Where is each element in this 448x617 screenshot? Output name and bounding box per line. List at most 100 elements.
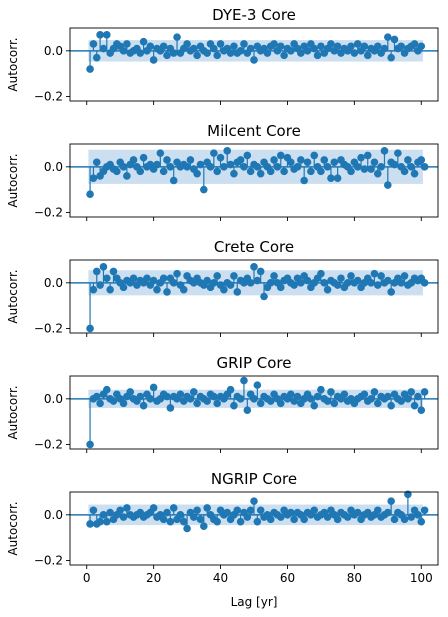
data-point [327, 388, 335, 396]
data-point [317, 269, 325, 278]
data-point [273, 163, 282, 171]
data-point [420, 388, 429, 396]
data-point [243, 406, 252, 415]
data-point [380, 147, 389, 155]
data-point [353, 276, 362, 285]
data-point [333, 174, 342, 183]
data-point [253, 276, 262, 285]
data-point [169, 176, 178, 185]
data-point [123, 504, 131, 512]
data-point [297, 279, 305, 287]
data-point [86, 190, 94, 198]
data-point [353, 40, 362, 48]
data-point [373, 169, 382, 178]
data-point [310, 506, 319, 515]
data-point [149, 383, 158, 392]
data-point [179, 285, 188, 294]
data-point [236, 517, 245, 526]
data-point [159, 515, 168, 524]
data-point [136, 49, 145, 57]
data-point [89, 174, 98, 183]
data-point [213, 517, 221, 526]
data-point [189, 513, 198, 521]
data-point [166, 404, 175, 412]
data-point [179, 517, 188, 526]
data-point [323, 513, 332, 521]
data-point [266, 397, 275, 405]
data-point [213, 399, 221, 408]
data-point [92, 267, 101, 276]
data-point [210, 44, 218, 53]
x-tick-label: 80 [347, 571, 362, 585]
panel-4: NGRIP Core 0.0 −0.2 0 20 40 60 80 100 Autocorr. [6, 470, 439, 585]
data-point [246, 44, 255, 53]
data-point [230, 169, 238, 178]
data-point [116, 506, 124, 515]
data-point [417, 42, 426, 51]
data-point [236, 156, 245, 164]
data-point [407, 388, 416, 396]
data-point [226, 281, 235, 289]
y-axis-label: Autocorr. [6, 153, 20, 207]
data-point [387, 288, 395, 296]
y-tick-label: −0.2 [34, 89, 63, 103]
data-point [310, 44, 319, 53]
data-point [163, 156, 171, 164]
data-point [400, 272, 409, 280]
data-point [270, 272, 278, 280]
data-point [86, 65, 94, 73]
data-point [270, 40, 278, 48]
data-point [92, 158, 101, 167]
data-point [96, 517, 104, 526]
data-point [260, 292, 268, 301]
axes-frame [69, 259, 439, 334]
data-point [103, 274, 111, 283]
data-point [210, 149, 218, 157]
axes-frame [69, 27, 439, 102]
data-point [397, 397, 406, 405]
data-point [320, 156, 329, 164]
data-point [320, 279, 329, 287]
data-point [86, 520, 94, 528]
data-point [317, 385, 325, 394]
data-point [253, 517, 262, 526]
data-point [226, 49, 235, 57]
data-point [159, 42, 168, 51]
data-point [220, 163, 228, 171]
data-point [119, 283, 128, 292]
data-point [186, 395, 195, 403]
data-point [353, 508, 362, 517]
data-point [387, 53, 395, 62]
data-point [186, 156, 195, 164]
data-point [410, 40, 419, 48]
data-point [233, 506, 242, 515]
data-point [189, 44, 198, 53]
data-point [417, 517, 426, 526]
y-tick-label: 0.0 [44, 276, 63, 290]
data-point [119, 399, 128, 408]
data-point [370, 158, 379, 167]
data-point [290, 515, 298, 524]
panel-2: Crete Core 0.0 −0.2 Autocorr. [6, 238, 439, 337]
data-point [166, 517, 175, 526]
data-point [203, 397, 211, 405]
panel-title: DYE-3 Core [212, 6, 296, 24]
data-point [143, 274, 151, 283]
data-point [243, 151, 252, 160]
data-point [256, 169, 265, 178]
data-point [89, 40, 98, 48]
data-point [297, 156, 305, 164]
y-tick-label: 0.0 [44, 44, 63, 58]
data-point [99, 44, 108, 53]
data-point [236, 395, 245, 403]
data-point [377, 163, 385, 171]
data-point [290, 281, 298, 289]
data-point [373, 42, 382, 51]
data-point [370, 269, 379, 278]
data-point [350, 49, 359, 57]
data-point [246, 167, 255, 176]
data-point [149, 504, 158, 512]
panel-0: DYE-3 Core 0.0 −0.2 Autocorr. [6, 6, 439, 105]
data-point [360, 42, 369, 51]
